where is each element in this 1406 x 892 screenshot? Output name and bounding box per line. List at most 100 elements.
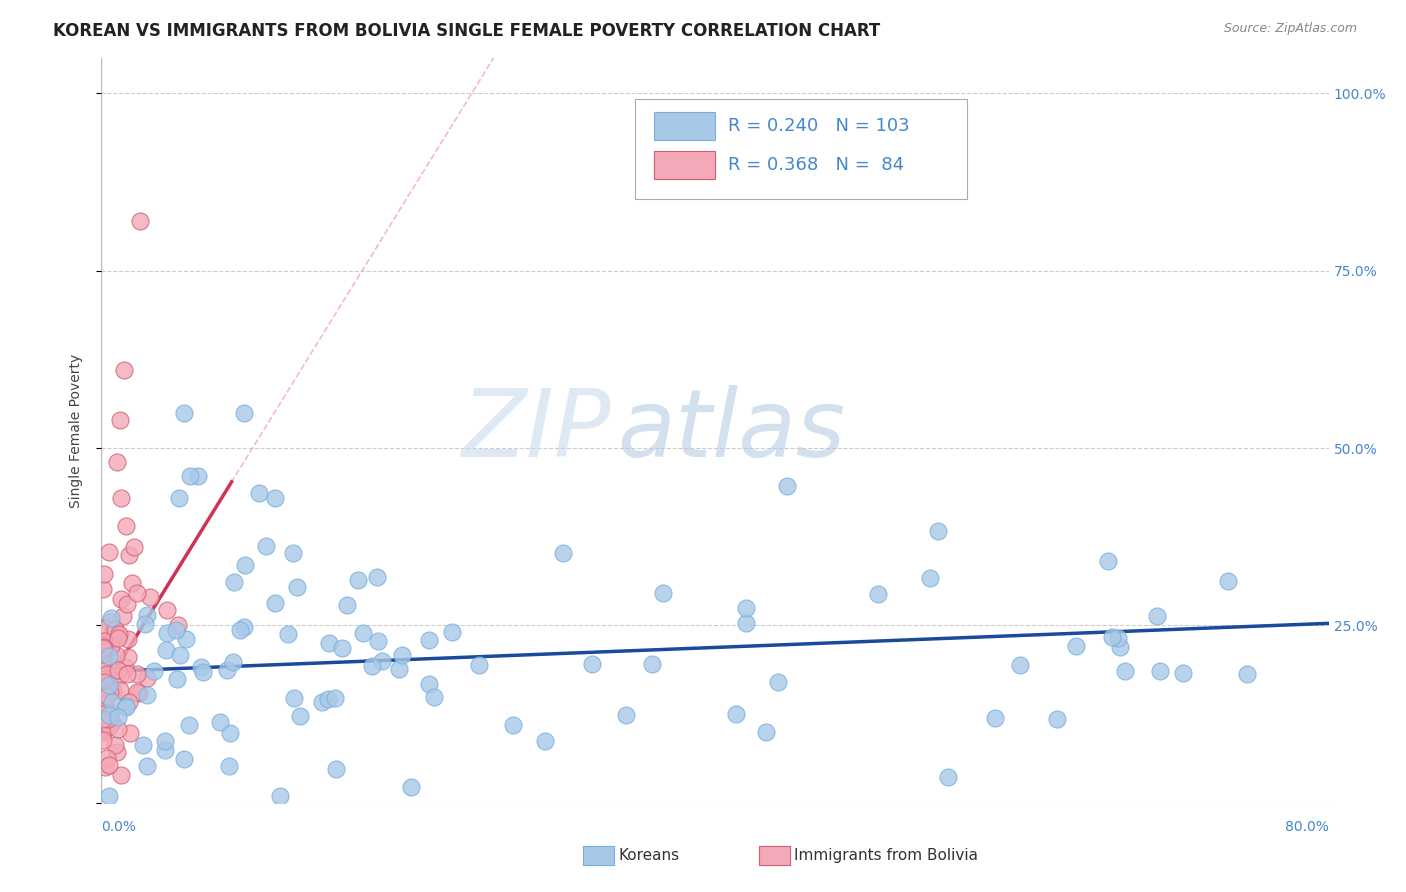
- Point: [117, 632, 139, 647]
- Point: [1101, 630, 1123, 644]
- Point: [93, 698, 115, 712]
- Point: [118, 695, 141, 709]
- Point: [115, 666, 138, 681]
- Point: [118, 548, 141, 562]
- Point: [110, 591, 132, 606]
- Point: [1218, 574, 1240, 588]
- Point: [104, 648, 127, 663]
- Point: [98, 757, 121, 772]
- Point: [122, 541, 145, 555]
- Point: [318, 636, 340, 650]
- Point: [96, 621, 118, 635]
- Point: [336, 599, 359, 613]
- Point: [94, 671, 117, 685]
- Point: [97, 707, 120, 722]
- Point: [983, 711, 1005, 725]
- Point: [132, 739, 155, 753]
- Point: [94, 760, 117, 774]
- Point: [766, 675, 789, 690]
- Point: [91, 697, 114, 711]
- Point: [232, 620, 254, 634]
- Point: [281, 546, 304, 560]
- Point: [366, 570, 388, 584]
- Point: [105, 745, 128, 759]
- Point: [193, 665, 215, 679]
- Point: [108, 667, 131, 681]
- Point: [91, 733, 114, 747]
- Point: [1064, 639, 1087, 653]
- Point: [139, 591, 162, 605]
- Point: [311, 695, 333, 709]
- Point: [418, 677, 440, 691]
- Point: [283, 691, 305, 706]
- Point: [169, 648, 191, 662]
- Point: [96, 666, 118, 681]
- Point: [91, 643, 114, 657]
- Point: [143, 665, 166, 679]
- Point: [107, 632, 129, 646]
- Text: 80.0%: 80.0%: [1285, 820, 1329, 834]
- Point: [218, 758, 240, 772]
- Point: [755, 725, 778, 739]
- Point: [330, 641, 353, 656]
- Point: [101, 715, 124, 730]
- Point: [93, 679, 115, 693]
- Text: ZIP: ZIP: [461, 384, 610, 476]
- Point: [100, 705, 122, 719]
- Point: [269, 789, 291, 803]
- Point: [93, 675, 115, 690]
- Point: [1236, 667, 1258, 681]
- Point: [112, 363, 135, 377]
- Point: [98, 545, 121, 559]
- Point: [155, 643, 177, 657]
- Point: [107, 663, 129, 677]
- FancyBboxPatch shape: [636, 99, 966, 200]
- Point: [100, 694, 122, 708]
- Point: [388, 662, 411, 676]
- Point: [94, 705, 117, 719]
- Point: [187, 469, 209, 483]
- Point: [167, 491, 190, 505]
- Point: [104, 622, 127, 636]
- Point: [96, 751, 118, 765]
- Point: [222, 575, 245, 590]
- Point: [1097, 554, 1119, 568]
- Point: [94, 683, 117, 698]
- Point: [399, 780, 422, 795]
- Point: [135, 758, 157, 772]
- Point: [107, 710, 129, 724]
- Point: [127, 586, 149, 600]
- Point: [734, 615, 756, 630]
- FancyBboxPatch shape: [654, 151, 714, 179]
- Point: [91, 690, 114, 704]
- Point: [110, 768, 132, 782]
- Point: [217, 663, 239, 677]
- Point: [179, 469, 201, 483]
- Point: [104, 624, 127, 638]
- Point: [165, 623, 187, 637]
- Point: [100, 628, 122, 642]
- Text: Koreans: Koreans: [619, 848, 679, 863]
- Point: [614, 708, 637, 723]
- Point: [105, 455, 128, 469]
- Point: [927, 524, 949, 539]
- Point: [581, 657, 603, 672]
- Point: [219, 726, 242, 740]
- Point: [166, 672, 188, 686]
- Point: [100, 632, 122, 647]
- Point: [361, 659, 384, 673]
- Point: [103, 683, 125, 698]
- Point: [91, 640, 114, 655]
- Point: [93, 640, 115, 654]
- Point: [98, 720, 121, 734]
- Point: [100, 611, 122, 625]
- Point: [136, 608, 159, 623]
- Point: [370, 654, 392, 668]
- Y-axis label: Single Female Poverty: Single Female Poverty: [69, 353, 83, 508]
- Point: [724, 707, 747, 722]
- Point: [418, 633, 440, 648]
- Point: [1108, 631, 1130, 645]
- Point: [93, 567, 115, 582]
- Point: [468, 657, 491, 672]
- Point: [91, 712, 114, 726]
